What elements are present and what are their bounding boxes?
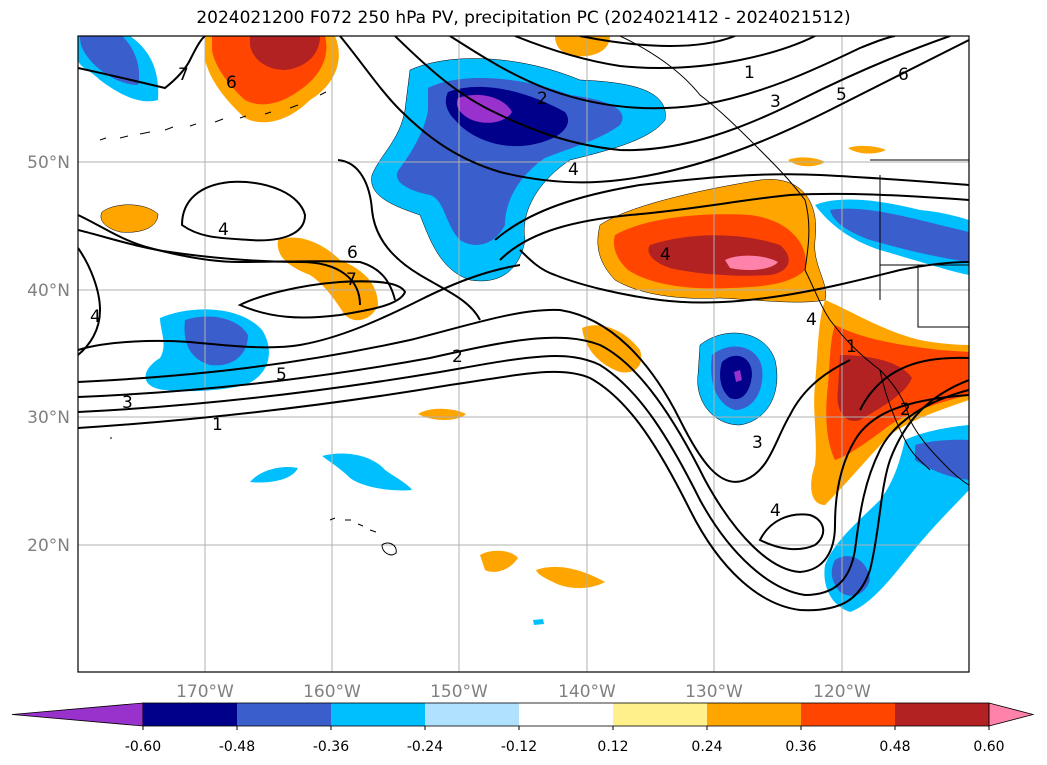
- colorbar-tick-label: 0.60: [973, 739, 1004, 755]
- lat-label-30: 30°N: [27, 408, 70, 428]
- colorbar-tick-label: -0.48: [219, 739, 255, 755]
- colorbar-tick-label: 0.12: [597, 739, 628, 755]
- lon-label-140w: 140°W: [558, 682, 616, 702]
- colorbar-segment: [425, 703, 520, 726]
- contour-label-5-top: 5: [836, 85, 847, 105]
- map-title: 2024021200 F072 250 hPa PV, precipitatio…: [196, 8, 851, 28]
- contour-label-3: 3: [122, 393, 133, 413]
- colorbar-tick-label: -0.24: [407, 739, 443, 755]
- colorbar-segment: [801, 703, 896, 726]
- latitude-labels: 50°N 40°N 30°N 20°N: [27, 153, 70, 556]
- colorbar-segment: [237, 703, 332, 726]
- colorbar-segment: [707, 703, 802, 726]
- contour-label-4-mid: 4: [660, 245, 671, 265]
- colorbar-extend-min: [11, 702, 144, 727]
- lat-label-20: 20°N: [27, 536, 70, 556]
- lon-label-130w: 130°W: [685, 682, 743, 702]
- contour-label-7-topleft: 7: [178, 65, 189, 85]
- colorbar-segment: [895, 703, 990, 726]
- colorbar-segment: [143, 703, 238, 726]
- pv-contours: [78, 36, 969, 612]
- contour-label-4-small: 4: [218, 220, 229, 240]
- contour-label-4-left: 4: [90, 307, 101, 327]
- colorbar: [11, 702, 1035, 727]
- contour-label-2-east: 2: [900, 400, 911, 420]
- contour-label-6-top: 6: [898, 65, 909, 85]
- lon-label-120w: 120°W: [813, 682, 871, 702]
- colorbar-segment: [331, 703, 426, 726]
- contour-label-3-mid: 3: [752, 433, 763, 453]
- colorbar-tick-label: -0.60: [125, 739, 161, 755]
- graticule: [78, 36, 969, 672]
- contour-label-7: 7: [346, 270, 357, 290]
- colorbar-ticks: -0.60 -0.48 -0.36 -0.24 -0.12 0.12 0.24 0.36 0.4…: [125, 726, 1005, 755]
- contour-label-4-east: 4: [806, 310, 817, 330]
- contour-label-6: 6: [347, 243, 358, 263]
- contour-labels: 1 3 5 2 7 6 4 4 2 4 1 3 5 6 7 6 4 3 4 1 …: [90, 63, 911, 521]
- lon-label-150w: 150°W: [430, 682, 488, 702]
- colorbar-segment: [613, 703, 708, 726]
- colorbar-segment: [519, 703, 614, 726]
- contour-label-5: 5: [276, 365, 287, 385]
- colorbar-frame: [142, 702, 990, 727]
- lat-label-40: 40°N: [27, 281, 70, 301]
- contour-label-1-east: 1: [846, 337, 857, 357]
- map-frame: [77, 35, 970, 673]
- contour-label-6-topleft: 6: [226, 73, 237, 93]
- colorbar-tick-label: 0.24: [691, 739, 722, 755]
- lon-label-170w: 170°W: [176, 682, 234, 702]
- colorbar-tick-label: -0.12: [501, 739, 537, 755]
- colorbar-tick-label: 0.48: [879, 739, 910, 755]
- contour-label-1-top: 1: [744, 63, 755, 83]
- contour-label-4-bottom: 4: [770, 501, 781, 521]
- contour-label-4-top: 4: [568, 160, 579, 180]
- coastlines: [99, 36, 969, 556]
- lat-label-50: 50°N: [27, 153, 70, 173]
- contour-label-1: 1: [212, 415, 223, 435]
- contour-label-2-top: 2: [537, 89, 548, 109]
- precip-shading: [78, 36, 969, 625]
- contour-label-2: 2: [452, 347, 463, 367]
- lon-label-160w: 160°W: [303, 682, 361, 702]
- colorbar-tick-label: -0.36: [313, 739, 349, 755]
- colorbar-tick-label: 0.36: [785, 739, 816, 755]
- contour-label-3-top: 3: [770, 92, 781, 112]
- colorbar-extend-max: [988, 702, 1035, 727]
- longitude-labels: 170°W 160°W 150°W 140°W 130°W 120°W: [176, 682, 871, 702]
